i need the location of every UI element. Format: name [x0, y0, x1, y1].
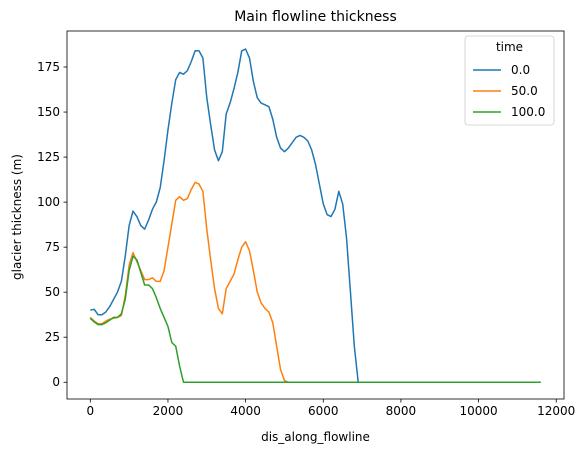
series-line-0 [90, 48, 541, 383]
x-tick-label: 0 [86, 404, 94, 418]
y-tick-label: 50 [45, 285, 60, 299]
legend-label: 100.0 [511, 105, 545, 119]
x-tick-label: 6000 [308, 404, 339, 418]
y-tick-label: 25 [45, 330, 60, 344]
x-tick-label: 12000 [537, 404, 575, 418]
y-tick-label: 125 [37, 150, 60, 164]
x-tick-label: 4000 [230, 404, 261, 418]
legend-entries: 0.0 50.0 100.0 [473, 63, 545, 119]
series-line-2 [89, 255, 541, 383]
y-tick-label: 100 [37, 195, 60, 209]
legend-title: time [496, 40, 523, 54]
y-tick-label: 150 [37, 105, 60, 119]
y-axis-label: glacier thickness (m) [10, 154, 24, 280]
legend: time 0.0 50.0 100.0 [464, 35, 555, 126]
chart-title: Main flowline thickness [234, 9, 397, 25]
legend-label: 50.0 [511, 84, 538, 98]
legend-label: 0.0 [511, 63, 530, 77]
series-lines [89, 48, 541, 383]
legend-box [464, 35, 555, 126]
y-tick-label: 0 [52, 375, 60, 389]
x-tick-label: 10000 [459, 404, 497, 418]
x-axis-label: dis_along_flowline [261, 430, 370, 444]
x-tick-label: 8000 [386, 404, 417, 418]
y-tick-label: 175 [37, 60, 60, 74]
plot-frame [66, 30, 565, 400]
y-tick-label: 75 [45, 240, 60, 254]
x-tick-label: 2000 [153, 404, 184, 418]
y-axis-ticks: 0 25 50 75 100 125 150 175 [37, 60, 67, 389]
x-axis-ticks: 0 2000 4000 6000 8000 10000 12000 [86, 399, 575, 418]
